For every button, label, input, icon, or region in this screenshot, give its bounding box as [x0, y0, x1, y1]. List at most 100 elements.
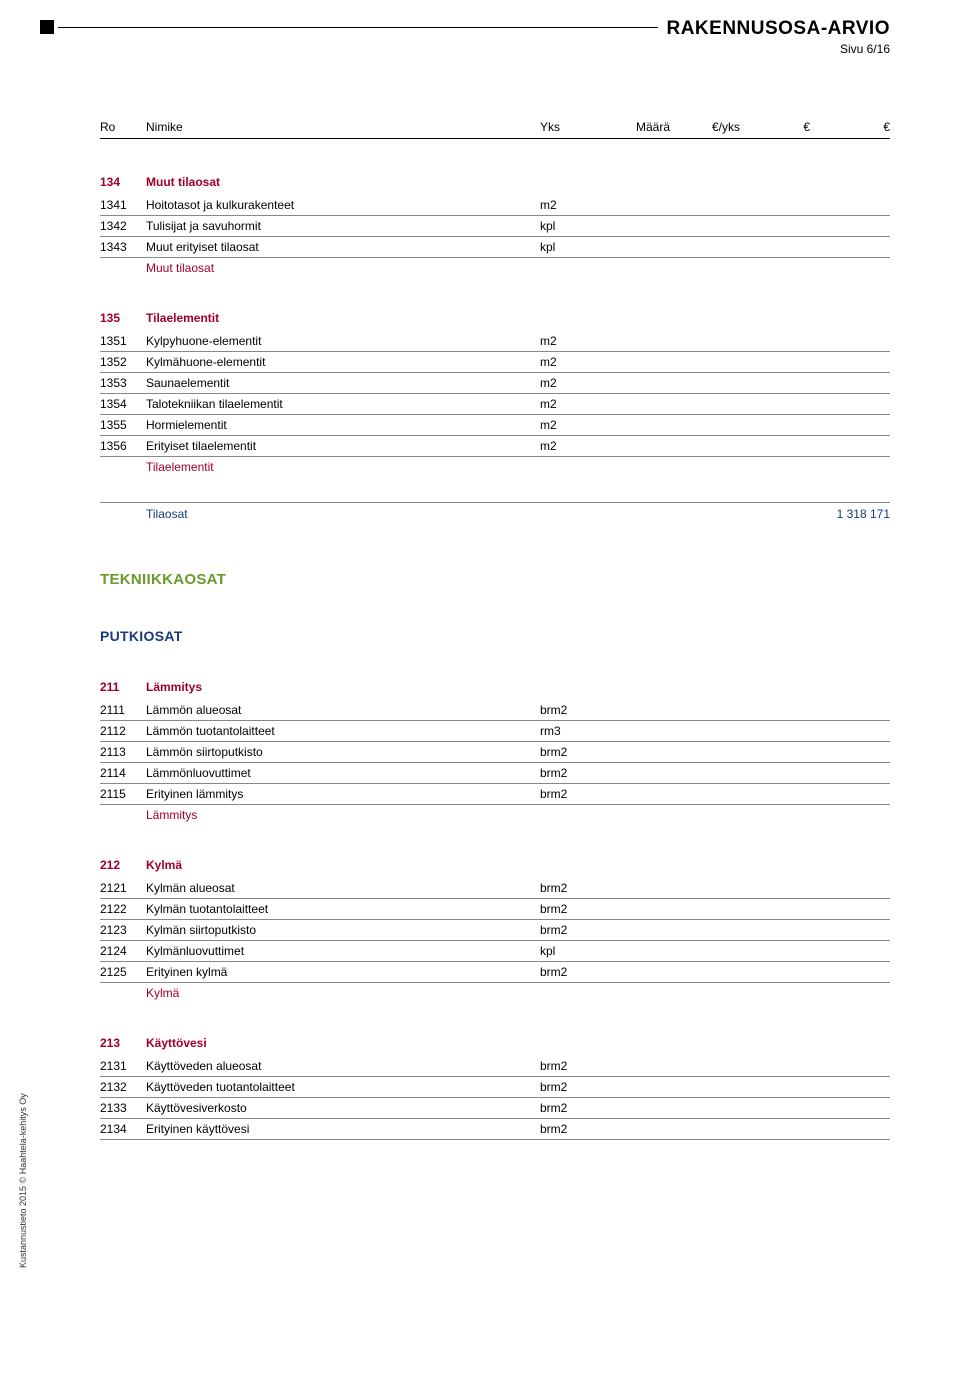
row-code: 2113 [100, 745, 146, 759]
row-name: Kylpyhuone-elementit [146, 334, 540, 348]
row-name: Talotekniikan tilaelementit [146, 397, 540, 411]
document-title: RAKENNUSOSA-ARVIO [658, 18, 890, 40]
row-code: 1354 [100, 397, 146, 411]
total-value: 1 318 171 [810, 507, 890, 521]
group-code: 211 [100, 680, 146, 694]
total-label: Tilaosat [146, 507, 810, 521]
table-row: 2124Kylmänluovuttimetkpl [100, 941, 890, 962]
table-row: 2132Käyttöveden tuotantolaitteetbrm2 [100, 1077, 890, 1098]
table-row: 2114Lämmönluovuttimetbrm2 [100, 763, 890, 784]
row-name: Lämmön tuotantolaitteet [146, 724, 540, 738]
row-name: Kylmän alueosat [146, 881, 540, 895]
col-eyks: €/yks [670, 120, 740, 134]
table-row: 2111Lämmön alueosatbrm2 [100, 700, 890, 721]
row-unit: brm2 [540, 787, 600, 801]
row-unit: kpl [540, 944, 600, 958]
row-code: 2133 [100, 1101, 146, 1115]
table-row: 2112Lämmön tuotantolaitteetrm3 [100, 721, 890, 742]
group-title: 134Muut tilaosat [100, 175, 890, 189]
row-unit: brm2 [540, 965, 600, 979]
subtotal-row: Kylmä [100, 983, 890, 1000]
group-name: Käyttövesi [146, 1036, 890, 1050]
row-code: 1351 [100, 334, 146, 348]
table-row: 1354Talotekniikan tilaelementitm2 [100, 394, 890, 415]
row-name: Tulisijat ja savuhormit [146, 219, 540, 233]
row-code: 1353 [100, 376, 146, 390]
row-unit: brm2 [540, 1101, 600, 1115]
row-unit: m2 [540, 397, 600, 411]
row-name: Käyttöveden alueosat [146, 1059, 540, 1073]
row-unit: m2 [540, 334, 600, 348]
row-code: 1343 [100, 240, 146, 254]
row-unit: brm2 [540, 1122, 600, 1136]
row-unit: m2 [540, 355, 600, 369]
row-unit: brm2 [540, 881, 600, 895]
table-row: 1351Kylpyhuone-elementitm2 [100, 331, 890, 352]
row-unit: m2 [540, 198, 600, 212]
row-unit: m2 [540, 376, 600, 390]
row-code: 2111 [100, 703, 146, 717]
table-row: 1356Erityiset tilaelementitm2 [100, 436, 890, 457]
row-code: 2114 [100, 766, 146, 780]
header-marker [40, 20, 54, 34]
section: 134Muut tilaosat 1341Hoitotasot ja kulkur… [100, 175, 890, 275]
subtotal-label: Tilaelementit [146, 460, 890, 474]
subtotal-label: Kylmä [146, 986, 890, 1000]
table-row: 1355Hormielementitm2 [100, 415, 890, 436]
table-row: 1352Kylmähuone-elementitm2 [100, 352, 890, 373]
section: 211Lämmitys2111Lämmön alueosatbrm22112Lä… [100, 680, 890, 822]
group-name: Muut tilaosat [146, 175, 890, 189]
row-code: 2132 [100, 1080, 146, 1094]
row-code: 1356 [100, 439, 146, 453]
row-unit: m2 [540, 439, 600, 453]
heading-tekniikkaosat: TEKNIIKKAOSAT [100, 571, 890, 588]
col-nimike: Nimike [146, 120, 540, 134]
row-name: Muut erityiset tilaosat [146, 240, 540, 254]
group-code: 135 [100, 311, 146, 325]
group-name: Lämmitys [146, 680, 890, 694]
table-row: 2125Erityinen kylmäbrm2 [100, 962, 890, 983]
row-unit: brm2 [540, 1080, 600, 1094]
subtotal-label: Muut tilaosat [146, 261, 890, 275]
group-title: 213Käyttövesi [100, 1036, 890, 1050]
row-code: 2131 [100, 1059, 146, 1073]
row-name: Lämmön siirtoputkisto [146, 745, 540, 759]
row-name: Kylmähuone-elementit [146, 355, 540, 369]
row-code: 1352 [100, 355, 146, 369]
table-row: 1342Tulisijat ja savuhormitkpl [100, 216, 890, 237]
table-row: 2122Kylmän tuotantolaitteetbrm2 [100, 899, 890, 920]
row-unit: m2 [540, 418, 600, 432]
row-code: 1342 [100, 219, 146, 233]
row-code: 2115 [100, 787, 146, 801]
row-name: Lämmön alueosat [146, 703, 540, 717]
group-title: 135Tilaelementit [100, 311, 890, 325]
page-number: Sivu 6/16 [840, 42, 890, 56]
row-name: Kylmän siirtoputkisto [146, 923, 540, 937]
row-name: Erityinen lämmitys [146, 787, 540, 801]
row-name: Hoitotasot ja kulkurakenteet [146, 198, 540, 212]
table-row: 2121Kylmän alueosatbrm2 [100, 878, 890, 899]
table-row: 2115Erityinen lämmitysbrm2 [100, 784, 890, 805]
table-row: 2123Kylmän siirtoputkistobrm2 [100, 920, 890, 941]
table-row: 1353Saunaelementitm2 [100, 373, 890, 394]
row-name: Käyttöveden tuotantolaitteet [146, 1080, 540, 1094]
row-name: Lämmönluovuttimet [146, 766, 540, 780]
group-name: Kylmä [146, 858, 890, 872]
row-code: 2134 [100, 1122, 146, 1136]
table-row: 2113Lämmön siirtoputkistobrm2 [100, 742, 890, 763]
col-maara: Määrä [600, 120, 670, 134]
row-unit: brm2 [540, 923, 600, 937]
row-unit: kpl [540, 240, 600, 254]
group-code: 213 [100, 1036, 146, 1050]
table-row: 1341Hoitotasot ja kulkurakenteetm2 [100, 195, 890, 216]
row-name: Saunaelementit [146, 376, 540, 390]
column-header-row: Ro Nimike Yks Määrä €/yks € € [100, 120, 890, 139]
copyright-side: Kustannustieto 2015 © Haahtela-kehitys O… [18, 1093, 28, 1268]
row-unit: brm2 [540, 902, 600, 916]
col-ro: Ro [100, 120, 146, 134]
row-name: Erityinen kylmä [146, 965, 540, 979]
table-row: 2131Käyttöveden alueosatbrm2 [100, 1056, 890, 1077]
group-title: 211Lämmitys [100, 680, 890, 694]
row-code: 1355 [100, 418, 146, 432]
table-row: 1343Muut erityiset tilaosatkpl [100, 237, 890, 258]
